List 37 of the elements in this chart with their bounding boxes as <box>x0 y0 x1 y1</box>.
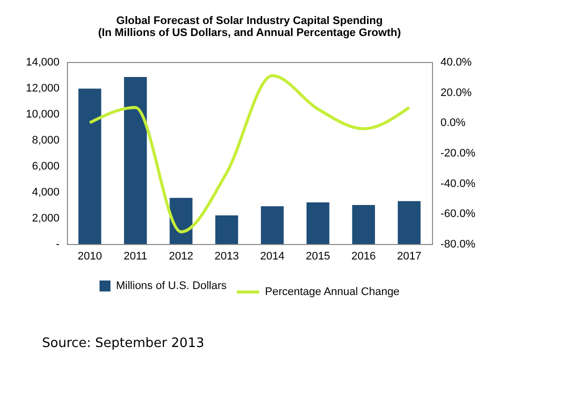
x-tick-label: 2015 <box>306 250 330 262</box>
y2-tick-label: 0.0% <box>440 117 466 130</box>
bar <box>306 202 330 244</box>
y2-tick-label: -40.0% <box>440 178 476 190</box>
y-tick-label: - <box>56 238 60 250</box>
y-tick-label: 6,000 <box>32 160 60 172</box>
y2-tick-label: 40.0% <box>440 56 472 68</box>
bar <box>260 206 284 244</box>
bar <box>215 215 238 244</box>
source-note: Source: September 2013 <box>42 336 204 351</box>
legend-label: Millions of U.S. Dollars <box>116 280 228 292</box>
chart-title: Global Forecast of Solar Industry Capital Spending <box>116 15 383 27</box>
chart-subtitle: (In Millions of US Dollars, and Annual Percentage Growth) <box>98 27 402 39</box>
x-tick-label: 2016 <box>351 250 376 262</box>
y-tick-label: 14,000 <box>26 56 60 68</box>
x-tick-label: 2010 <box>78 250 102 262</box>
bar <box>78 88 102 244</box>
y-tick-label: 4,000 <box>32 186 60 198</box>
bar <box>352 205 375 244</box>
x-tick-label: 2011 <box>124 250 148 262</box>
y-tick-label: 10,000 <box>26 108 60 120</box>
bar <box>170 198 192 244</box>
y-tick-label: 8,000 <box>32 134 60 146</box>
legend-label: Percentage Annual Change <box>265 286 400 298</box>
y2-tick-label: -60.0% <box>440 208 476 220</box>
x-tick-label: 2012 <box>168 250 194 262</box>
x-tick-label: 2017 <box>396 250 422 262</box>
x-tick-label: 2014 <box>260 250 285 262</box>
y-tick-label: 2,000 <box>32 212 60 224</box>
bar <box>398 201 421 244</box>
line-series <box>88 74 411 234</box>
bar <box>124 76 147 244</box>
y-tick-label: 12,000 <box>26 82 60 94</box>
x-tick-label: 2013 <box>214 250 239 262</box>
y2-tick-label: -20.0% <box>440 148 476 160</box>
y2-tick-label: 20.0% <box>440 86 472 99</box>
y2-tick-label: -80.0% <box>440 238 476 250</box>
